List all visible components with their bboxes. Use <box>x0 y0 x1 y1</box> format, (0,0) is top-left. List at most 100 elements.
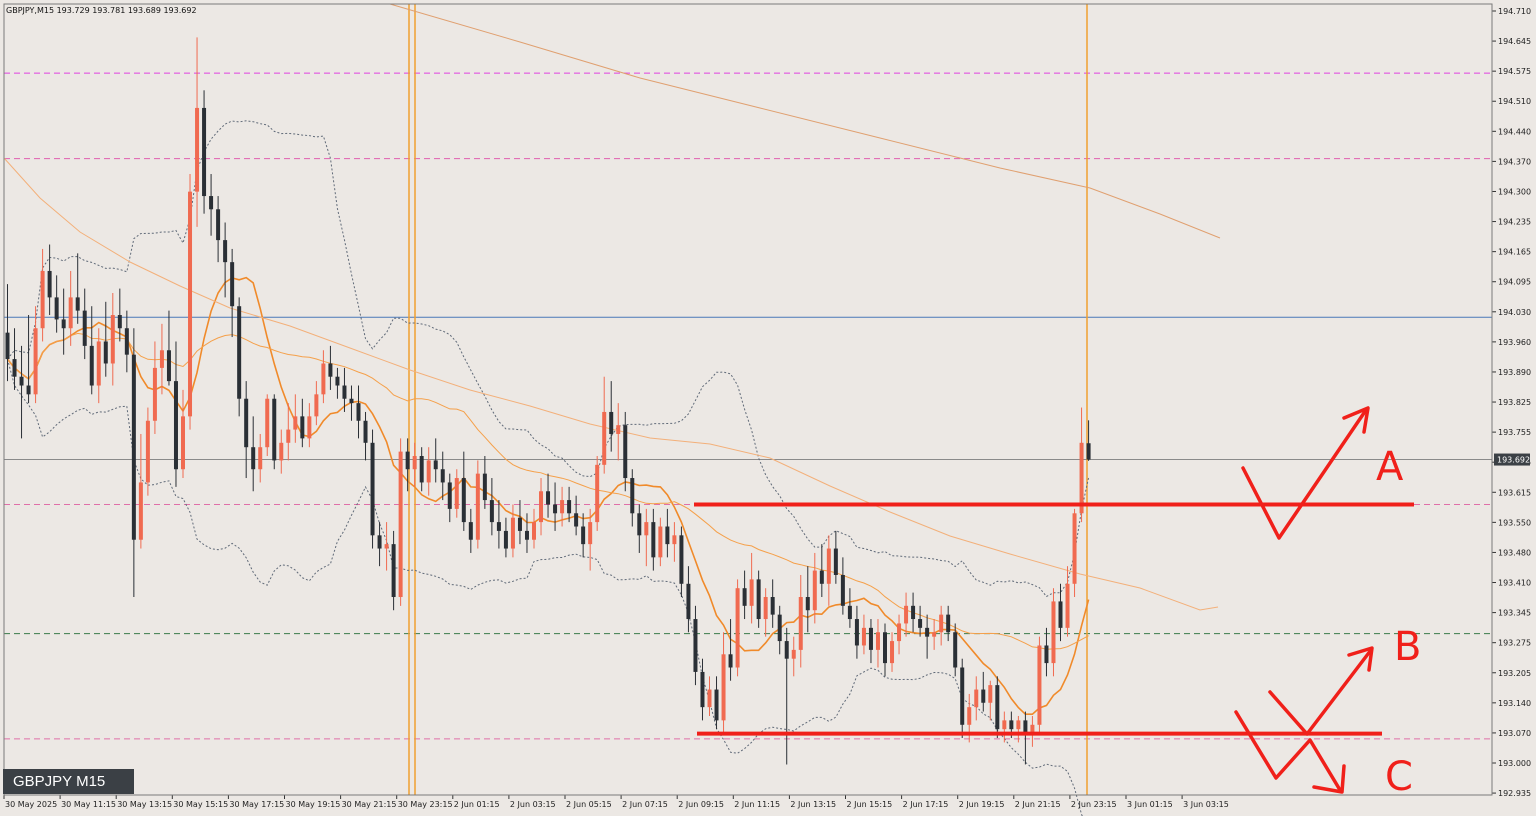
candle <box>721 632 726 734</box>
candle <box>433 438 438 483</box>
candle-body <box>1037 645 1042 725</box>
candle <box>1058 583 1063 642</box>
candle <box>103 301 108 377</box>
candle <box>581 513 586 558</box>
candle-body <box>658 526 663 558</box>
candle <box>195 37 200 227</box>
candle-body <box>216 209 221 241</box>
drawn-levels[interactable] <box>694 502 1414 736</box>
candle <box>54 275 59 333</box>
moving-averages <box>3 3 1221 715</box>
x-tick-label: 2 Jun 11:15 <box>734 800 780 809</box>
current-price-label: 193.692 <box>1497 456 1530 465</box>
candle <box>173 341 178 487</box>
candle-body <box>588 522 593 545</box>
candle <box>875 619 880 668</box>
candle-body <box>138 482 143 540</box>
candle <box>405 438 410 492</box>
candle <box>946 605 951 642</box>
price-axis[interactable]: 194.710 194.645 194.575 194.510 194.440 194.3… <box>1492 7 1531 798</box>
candle <box>1037 636 1042 734</box>
candle <box>693 605 698 686</box>
candle <box>33 306 38 404</box>
candle-body <box>68 297 73 329</box>
candle-body <box>40 270 45 329</box>
candle-body <box>103 341 108 364</box>
candle <box>307 403 312 448</box>
candle-body <box>532 522 536 540</box>
candle <box>658 517 663 567</box>
candle-body <box>412 456 417 470</box>
candle-body <box>861 627 866 646</box>
x-tick-label: 2 Jun 23:15 <box>1071 800 1117 809</box>
y-tick-label: 193.000 <box>1498 759 1531 768</box>
ma-long <box>389 3 1221 239</box>
candle-body <box>433 460 438 470</box>
x-tick-label: 3 Jun 01:15 <box>1127 800 1173 809</box>
candle <box>644 508 649 567</box>
candle-body <box>1016 720 1021 730</box>
y-tick-label: 193.480 <box>1498 548 1531 557</box>
time-axis[interactable]: 30 May 2025 30 May 11:15 30 May 13:15 30 Ma… <box>3 795 1229 809</box>
candle <box>131 328 136 598</box>
x-tick-label: 2 Jun 13:15 <box>790 800 836 809</box>
candle-body <box>967 707 972 725</box>
x-tick-label: 2 Jun 07:15 <box>622 800 668 809</box>
candle <box>812 552 817 624</box>
candle-body <box>159 350 164 368</box>
candle <box>461 451 466 531</box>
candle <box>1030 715 1035 747</box>
candle-body <box>482 473 487 501</box>
candle <box>482 456 487 509</box>
candle <box>286 403 291 461</box>
candle-body <box>61 319 66 329</box>
y-tick-label: 194.645 <box>1498 37 1531 46</box>
hand-annotations: A B C <box>1234 406 1421 800</box>
candle <box>826 535 831 606</box>
candle <box>258 433 263 483</box>
candle-body <box>939 614 944 633</box>
candle <box>496 500 501 549</box>
candle <box>188 174 193 430</box>
y-tick-label: 194.095 <box>1498 278 1531 287</box>
y-tick-label: 194.510 <box>1498 97 1531 106</box>
candle <box>1065 566 1070 637</box>
candle-body <box>728 654 733 668</box>
candle <box>595 456 600 531</box>
candle-body <box>307 416 312 439</box>
candle <box>911 592 916 633</box>
candle-body <box>812 570 817 611</box>
candle-body <box>623 425 628 479</box>
candle <box>714 676 719 730</box>
candle-body <box>188 191 193 417</box>
candle-body <box>644 522 649 536</box>
horizontal-lines <box>4 72 1492 740</box>
y-tick-label: 194.030 <box>1498 308 1531 317</box>
candle-body <box>496 522 501 531</box>
candle-body <box>1023 720 1028 734</box>
candle <box>974 676 979 721</box>
candle-body <box>272 398 277 461</box>
candle-body <box>567 500 572 514</box>
x-tick-label: 2 Jun 15:15 <box>847 800 893 809</box>
candle <box>539 478 544 536</box>
candle <box>216 196 221 263</box>
candle-body <box>616 425 621 434</box>
candle-body <box>581 526 586 545</box>
candle <box>454 469 459 518</box>
x-tick-label: 2 Jun 21:15 <box>1015 800 1061 809</box>
scenario-b-arrow <box>1268 648 1373 736</box>
candle <box>110 292 115 386</box>
candle <box>26 315 31 404</box>
candle <box>960 658 965 739</box>
candle-body <box>1086 443 1091 460</box>
candle <box>756 570 761 628</box>
candle-body <box>854 619 859 646</box>
candle <box>1044 627 1049 677</box>
candle-body <box>847 605 852 620</box>
candle <box>897 614 902 655</box>
candle-body <box>791 649 796 659</box>
candle-body <box>988 685 993 703</box>
